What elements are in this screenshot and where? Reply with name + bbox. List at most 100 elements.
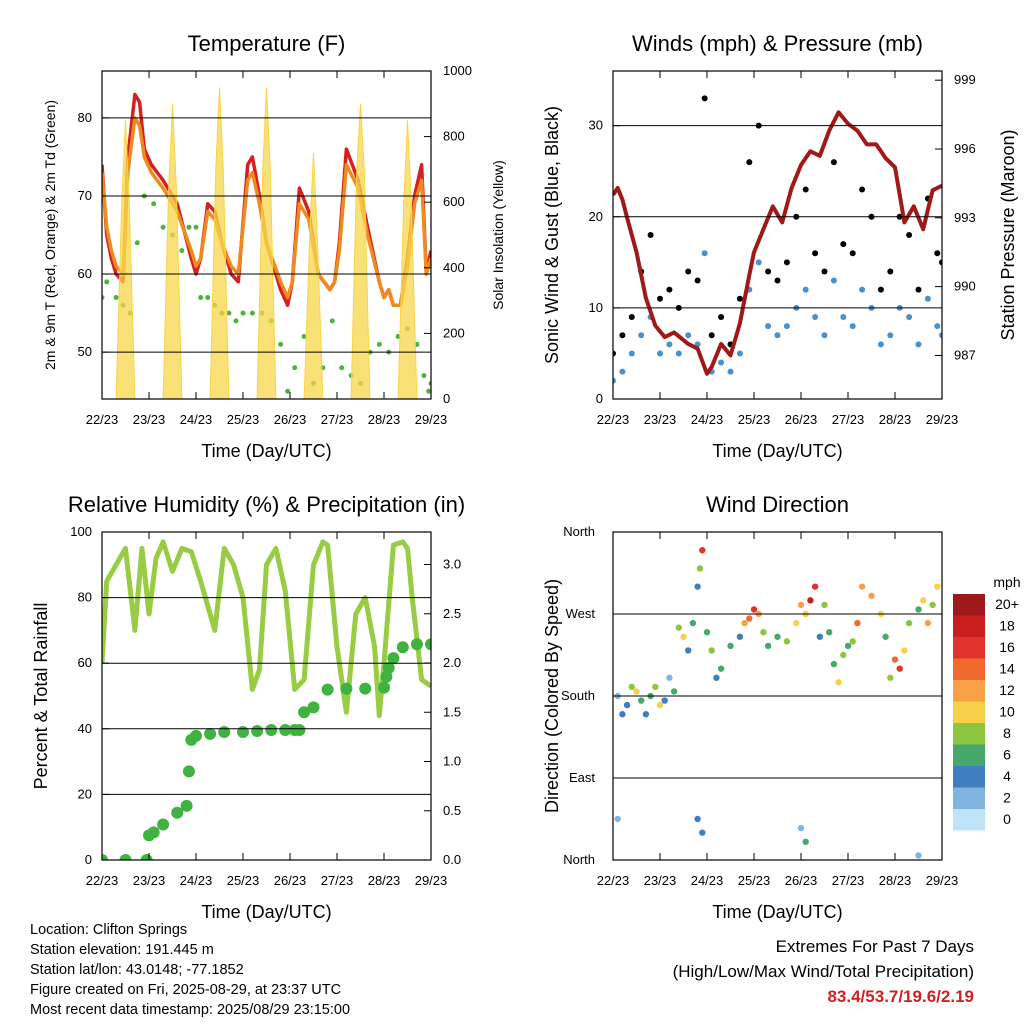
winds-gust-point — [694, 277, 701, 284]
wind_direction-ytick-label: West — [566, 606, 596, 621]
winds-wind-point — [701, 250, 708, 257]
wind-direction-point — [840, 651, 847, 659]
wind-direction-point — [934, 583, 941, 590]
temperature-xtick-label: 29/23 — [415, 412, 448, 427]
temperature-td2m-point — [339, 365, 345, 371]
temperature-y2tick-label: 1000 — [443, 63, 472, 78]
wind_direction-xtick-label: 25/23 — [738, 873, 771, 888]
humidity-frame — [101, 531, 432, 861]
wind-direction-point — [694, 815, 701, 823]
temperature-y2label: Solar Insolation (Yellow) — [490, 160, 506, 310]
winds-gust-point — [647, 232, 654, 238]
winds-y2tick-label: 993 — [954, 210, 976, 225]
humidity-precip-point — [119, 854, 132, 860]
humidity-precip-point — [387, 652, 400, 665]
temperature-td2m-point — [395, 334, 401, 340]
temperature-y2tick-label: 600 — [443, 194, 465, 209]
winds-gust-point — [685, 268, 692, 275]
winds-xtick-label: 23/23 — [644, 412, 677, 427]
winds-gust-point — [812, 250, 819, 257]
winds-wind-point — [939, 332, 942, 339]
wind-legend-swatch — [953, 615, 985, 637]
temperature-title: Temperature (F) — [188, 31, 346, 56]
wind-direction-point — [614, 815, 621, 823]
wind-direction-point — [793, 619, 800, 627]
wind_direction-xtick-label: 27/23 — [832, 873, 865, 888]
wind-direction-point — [628, 683, 635, 691]
wind-direction-point — [783, 638, 791, 645]
humidity-y2tick-label: 1.0 — [443, 754, 461, 769]
temperature-y2tick-label: 400 — [443, 260, 465, 275]
winds-ytick-label: 20 — [589, 209, 603, 224]
temperature-xtick-label: 24/23 — [180, 412, 213, 427]
temperature-td2m-point — [160, 224, 166, 230]
winds-ytick-label: 10 — [589, 300, 603, 315]
temperature-data-group — [102, 87, 431, 399]
temperature-td2m-point — [285, 388, 291, 394]
winds-frame — [612, 70, 943, 400]
humidity-y2tick-label: 0.0 — [443, 852, 461, 867]
humidity-y2tick-label: 1.5 — [443, 704, 461, 719]
temperature-frame — [101, 70, 432, 400]
wind-direction-point — [689, 619, 697, 627]
humidity-y2tick-label: 3.0 — [443, 557, 461, 572]
wind-direction-point — [750, 606, 758, 613]
wind-direction-point — [696, 565, 704, 572]
winds-wind-point — [915, 341, 922, 348]
humidity-precip-point — [251, 724, 264, 737]
temperature-xtick-label: 27/23 — [321, 412, 354, 427]
wind-direction-point — [920, 597, 927, 604]
humidity-precip-point — [237, 725, 249, 738]
winds-gust-point — [906, 232, 913, 238]
temperature-xtick-label: 28/23 — [368, 412, 401, 427]
humidity-xtick-label: 28/23 — [368, 873, 401, 888]
temperature-td2m-point — [278, 341, 284, 347]
humidity-precip-point — [298, 706, 311, 719]
humidity-precip-point — [157, 818, 170, 831]
humidity-xtick-label: 26/23 — [274, 873, 307, 888]
winds-wind-point — [613, 377, 616, 384]
temperature-xtick-label: 23/23 — [133, 412, 166, 427]
wind-direction-point — [915, 852, 922, 859]
wind-direction-point — [905, 619, 913, 627]
humidity-precip-point — [190, 729, 202, 742]
extremes-title: Extremes For Past 7 Days — [775, 937, 974, 956]
station-info-panel: Location: Clifton Springs Station elevat… — [30, 920, 350, 1020]
wind-legend-swatch — [953, 744, 985, 766]
wind-direction-point — [854, 619, 861, 627]
temperature-td2m-point — [113, 294, 119, 300]
winds-wind-point — [906, 314, 913, 320]
temperature-td2m-point — [233, 318, 239, 324]
wind_direction-xtick-label: 29/23 — [926, 873, 959, 888]
wind-direction-point — [915, 606, 922, 613]
winds-gust-point — [701, 95, 708, 102]
humidity-precip-point — [171, 806, 184, 819]
winds-wind-point — [657, 350, 663, 357]
data-timestamp: Most recent data timestamp: 2025/08/29 2… — [30, 1002, 351, 1018]
wind-direction-point — [774, 633, 781, 640]
wind-direction-point — [901, 647, 908, 654]
winds-gust-point — [859, 186, 866, 193]
winds-gust-point — [708, 332, 715, 339]
humidity-precip-point — [204, 727, 217, 740]
humidity-ytick-label: 0 — [85, 852, 92, 867]
temperature-td2m-point — [198, 294, 204, 300]
humidity-data-group — [102, 539, 431, 860]
humidity-ylabel: Percent & Total Rainfall — [31, 603, 51, 790]
wind-direction-point — [675, 624, 682, 631]
winds-gust-point — [774, 277, 781, 284]
winds-wind-point — [859, 286, 866, 293]
humidity-rh-line — [102, 539, 431, 719]
temperature-td2m-point — [329, 318, 335, 324]
wind_direction-xtick-label: 26/23 — [785, 873, 818, 888]
humidity-precip-point — [182, 765, 195, 778]
winds-gust-point — [830, 159, 837, 166]
winds-wind-point — [765, 323, 772, 330]
humidity-precip-point — [147, 826, 160, 839]
wind_direction-ytick-label: North — [563, 524, 595, 539]
wind-legend-swatch — [953, 637, 985, 659]
winds-y2tick-label: 996 — [954, 141, 976, 156]
humidity-ytick-label: 20 — [78, 786, 92, 801]
wind-direction-point — [699, 547, 706, 554]
wind-legend-label: 10 — [999, 704, 1015, 720]
